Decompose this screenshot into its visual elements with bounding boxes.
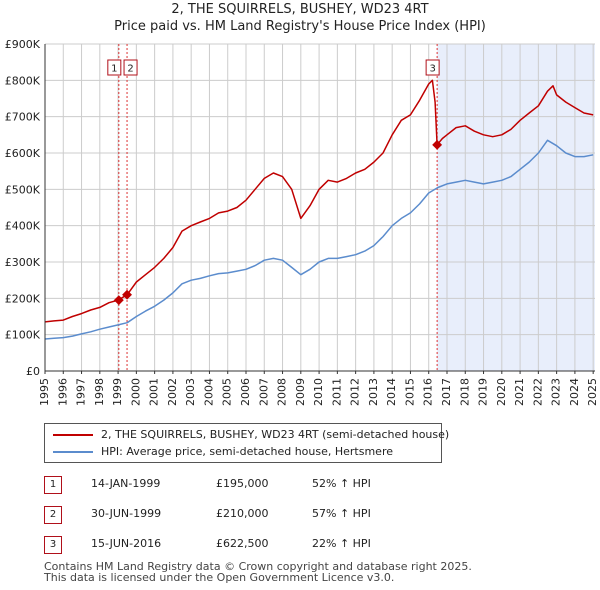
y-tick-label: £400K xyxy=(5,220,41,233)
footer-line-2: This data is licensed under the Open Gov… xyxy=(44,571,395,584)
x-tick-label: 2016 xyxy=(422,378,435,406)
hpi-line xyxy=(44,139,594,340)
x-tick-label: 2018 xyxy=(458,378,471,406)
sale-hpi-change: 57% ↑ HPI xyxy=(312,507,371,520)
y-tick-label: £800K xyxy=(5,74,41,87)
x-tick-label: 1998 xyxy=(93,378,106,406)
chart-title: 2, THE SQUIRRELS, BUSHEY, WD23 4RT Price… xyxy=(0,1,600,35)
x-tick-label: 2023 xyxy=(550,378,563,406)
legend-swatch-property xyxy=(53,434,93,436)
x-tick-label: 2001 xyxy=(148,378,161,406)
x-tick-label: 2007 xyxy=(257,378,270,406)
x-tick-label: 2021 xyxy=(513,378,526,406)
sale-date: 30-JUN-1999 xyxy=(91,507,162,520)
sale-number-badge: 1 xyxy=(44,476,62,494)
x-tick-label: 1999 xyxy=(111,378,124,406)
forecast-shade xyxy=(437,44,595,371)
x-tick-label: 2014 xyxy=(385,378,398,406)
x-tick-label: 2010 xyxy=(312,378,325,406)
x-tick-label: 2017 xyxy=(440,378,453,406)
x-tick-label: 2000 xyxy=(129,378,142,406)
x-tick-label: 1996 xyxy=(56,378,69,406)
y-tick-label: £300K xyxy=(5,256,41,269)
x-tick-label: 2005 xyxy=(221,378,234,406)
footer-attribution: Contains HM Land Registry data © Crown c… xyxy=(44,561,472,583)
x-tick-label: 2011 xyxy=(330,378,343,406)
x-tick-label: 2006 xyxy=(239,378,252,406)
sale-label-box xyxy=(107,59,122,76)
x-tick-label: 2025 xyxy=(586,378,599,406)
sale-row: 2 30-JUN-1999 £210,000 57% ↑ HPI xyxy=(44,504,564,524)
y-tick-label: £200K xyxy=(5,292,41,305)
x-tick-label: 1995 xyxy=(38,378,51,406)
legend-label-property: 2, THE SQUIRRELS, BUSHEY, WD23 4RT (semi… xyxy=(101,428,450,441)
y-tick-label: £600K xyxy=(5,147,41,160)
sale-hpi-change: 22% ↑ HPI xyxy=(312,537,371,550)
y-tick-label: £700K xyxy=(5,111,41,124)
x-tick-label: 2022 xyxy=(531,378,544,406)
sale-price: £210,000 xyxy=(216,507,269,520)
x-tick-label: 2003 xyxy=(184,378,197,406)
y-tick-label: £900K xyxy=(5,38,41,51)
sale-date: 14-JAN-1999 xyxy=(91,477,161,490)
x-tick-label: 2004 xyxy=(202,378,215,406)
title-line-2: Price paid vs. HM Land Registry's House … xyxy=(114,19,486,34)
x-tick-label: 2013 xyxy=(367,378,380,406)
x-tick-label: 2012 xyxy=(349,378,362,406)
sale-point xyxy=(113,295,124,306)
property-price-line xyxy=(44,79,594,323)
x-tick-label: 2020 xyxy=(495,378,508,406)
y-tick-label: £0 xyxy=(26,365,40,378)
sale-point xyxy=(432,139,443,150)
sale-row: 3 15-JUN-2016 £622,500 22% ↑ HPI xyxy=(44,534,564,554)
chart-legend: 2, THE SQUIRRELS, BUSHEY, WD23 4RT (semi… xyxy=(44,423,449,463)
sale-price: £622,500 xyxy=(216,537,269,550)
legend-swatch-hpi xyxy=(53,451,93,453)
y-tick-label: £100K xyxy=(5,329,41,342)
y-tick-label: £500K xyxy=(5,183,41,196)
sale-label-box xyxy=(425,59,440,76)
title-line-1: 2, THE SQUIRRELS, BUSHEY, WD23 4RT xyxy=(171,2,429,17)
sale-label: 1 xyxy=(111,64,117,75)
sale-label-box xyxy=(123,59,138,76)
x-tick-label: 2002 xyxy=(166,378,179,406)
footer-line-1: Contains HM Land Registry data © Crown c… xyxy=(44,560,472,573)
sale-hpi-change: 52% ↑ HPI xyxy=(312,477,371,490)
x-tick-label: 2015 xyxy=(403,378,416,406)
sale-label: 2 xyxy=(127,64,133,75)
sale-price: £195,000 xyxy=(216,477,269,490)
x-tick-label: 1997 xyxy=(75,378,88,406)
sale-number-badge: 3 xyxy=(44,536,62,554)
x-tick-label: 2008 xyxy=(276,378,289,406)
x-tick-label: 2024 xyxy=(568,378,581,406)
x-tick-label: 2009 xyxy=(294,378,307,406)
sale-date: 15-JUN-2016 xyxy=(91,537,162,550)
x-tick-label: 2019 xyxy=(477,378,490,406)
sale-number-badge: 2 xyxy=(44,506,62,524)
legend-label-hpi: HPI: Average price, semi-detached house,… xyxy=(101,445,393,458)
sale-label: 3 xyxy=(429,64,435,75)
sale-row: 1 14-JAN-1999 £195,000 52% ↑ HPI xyxy=(44,474,564,494)
